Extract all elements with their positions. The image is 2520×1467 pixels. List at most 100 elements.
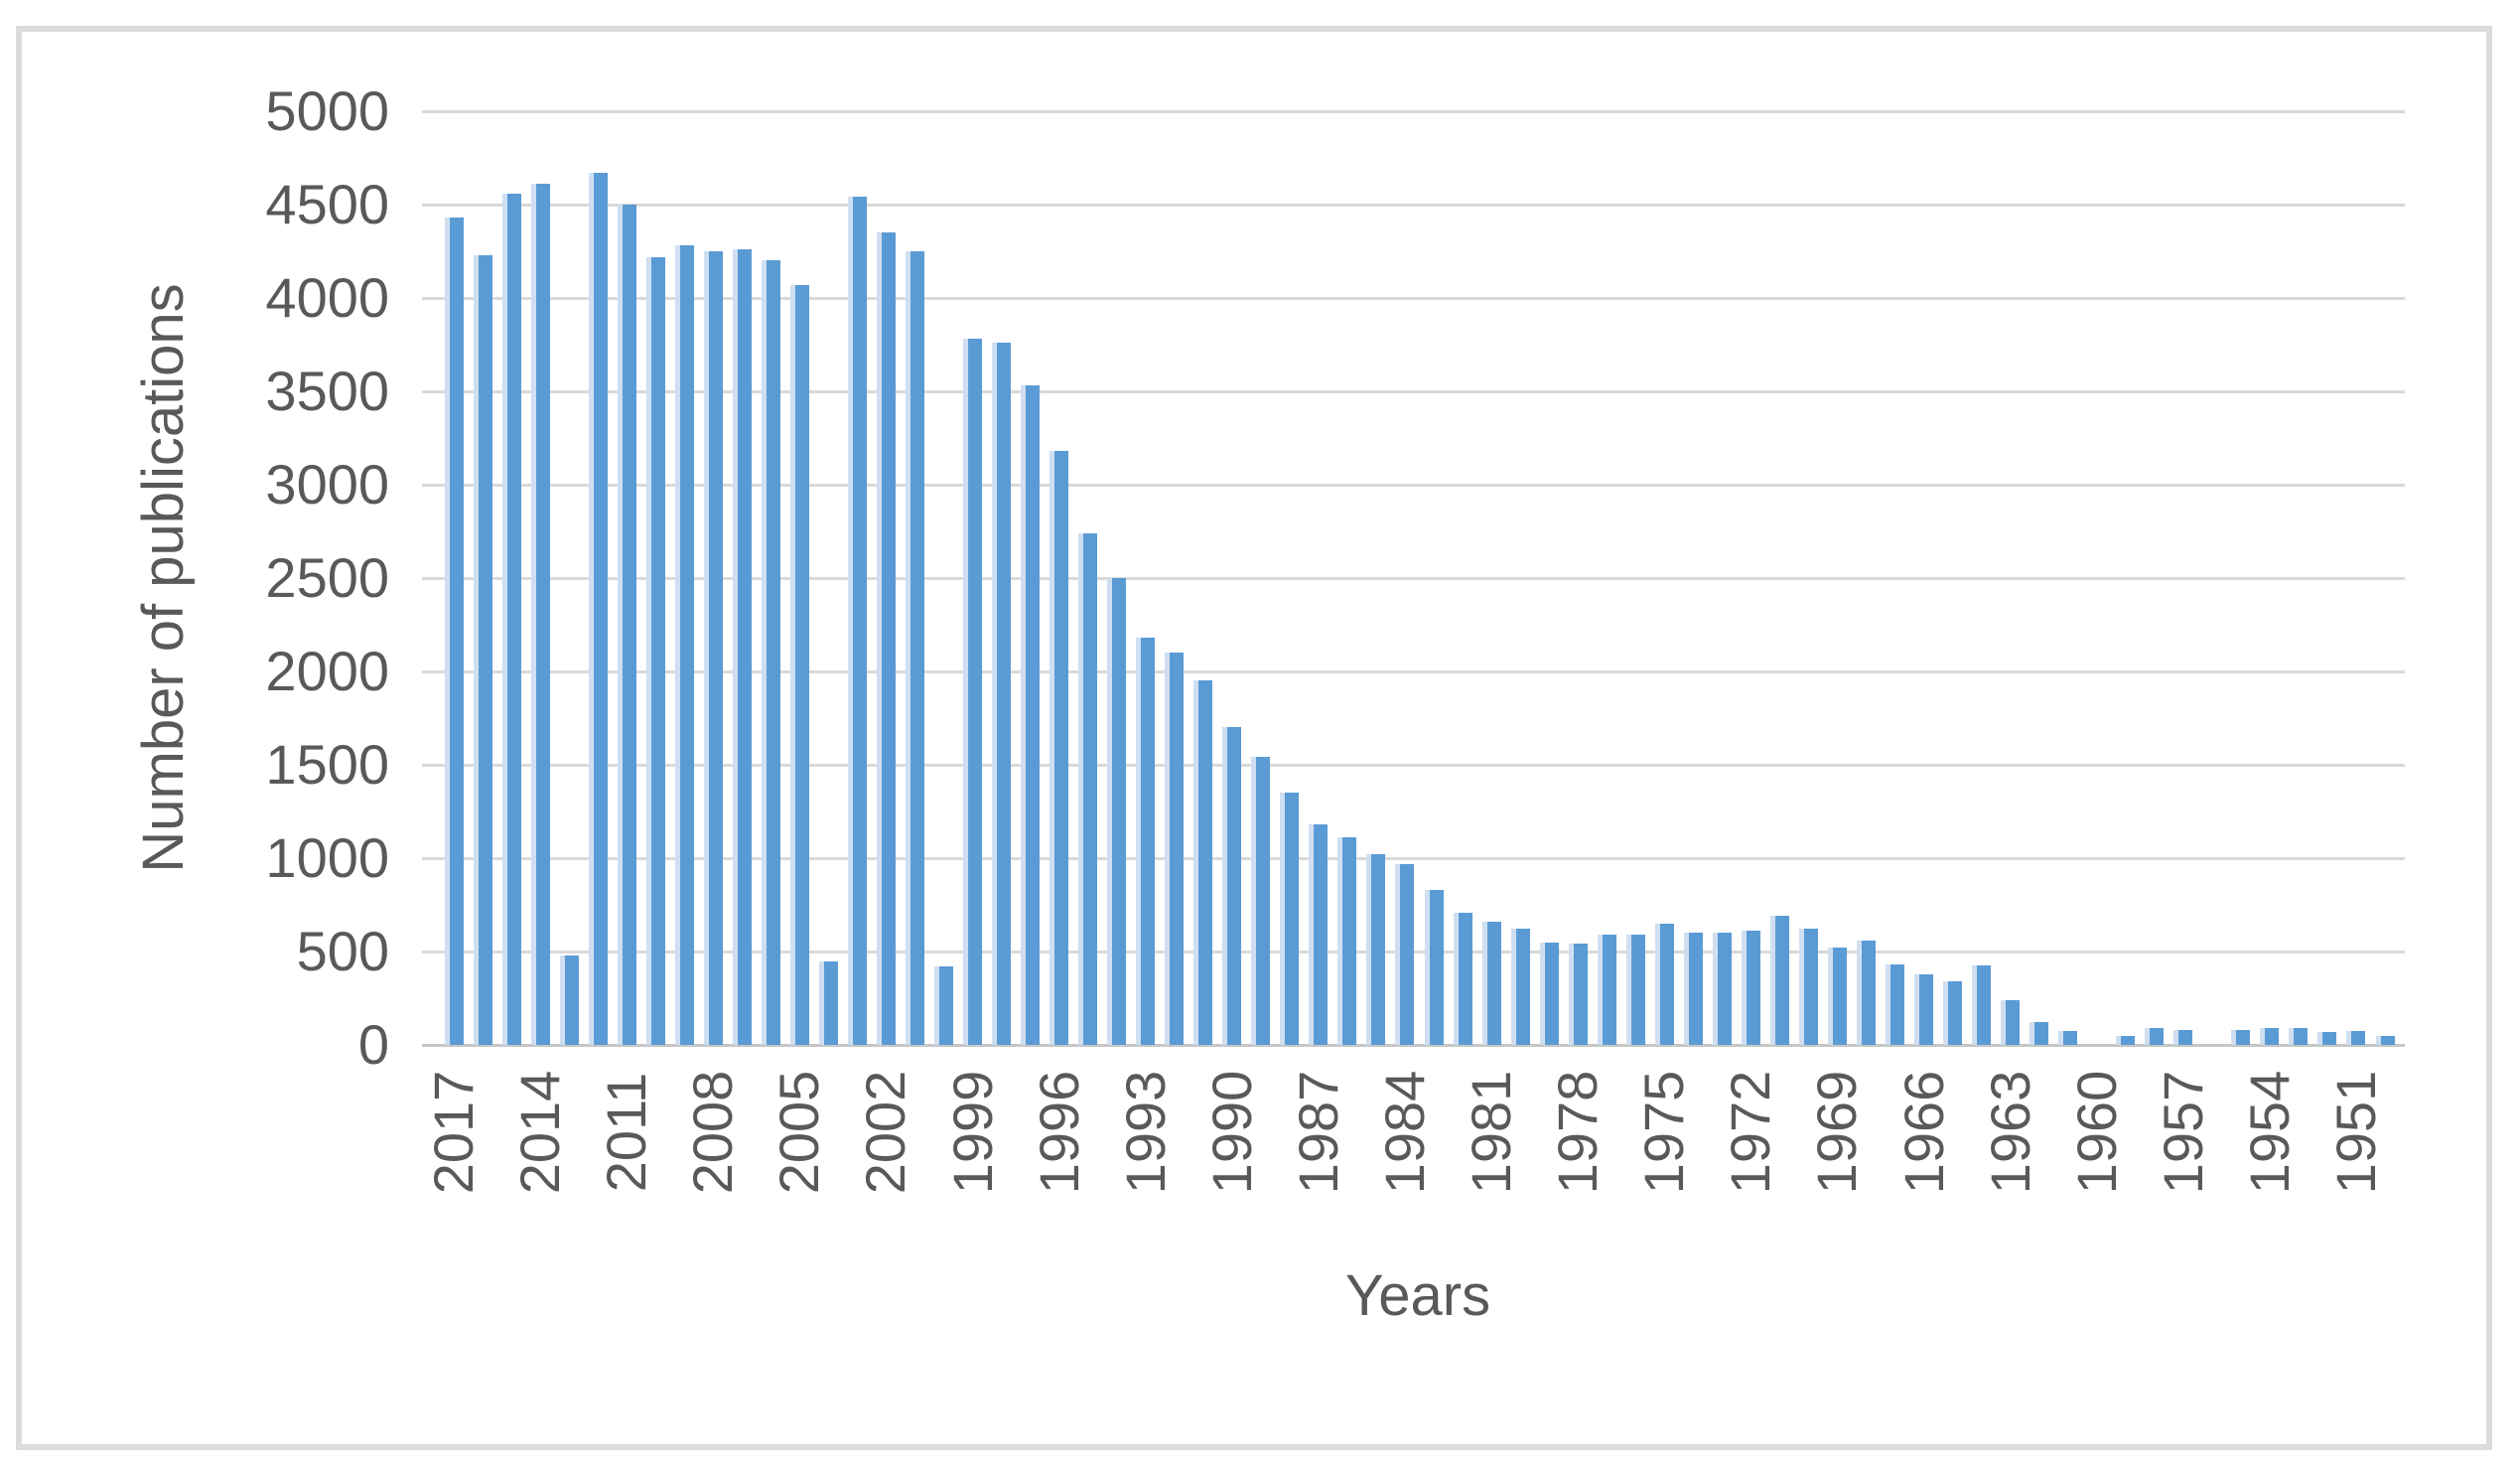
bar-2017 [445,218,464,1045]
bar-2008 [704,251,723,1045]
bar-1994 [1107,578,1126,1045]
bar-1995 [1078,533,1097,1045]
gridline-2000 [422,670,2405,673]
bar-1961 [2058,1031,2077,1045]
x-tick-label-1975: 1975 [1632,1070,1695,1195]
bar-1980 [1511,929,1530,1045]
bar-1951 [2346,1031,2365,1045]
x-tick-label-1972: 1972 [1719,1070,1781,1195]
bar-2011 [618,205,636,1045]
bar-1972 [1742,931,1760,1045]
x-axis-title: Years [1344,1263,1491,1328]
gridline-3500 [422,390,2405,393]
bar-1963 [2001,1000,2020,1045]
bar-1992 [1165,653,1184,1045]
x-tick-label-2002: 2002 [854,1070,916,1195]
bar-1965 [1943,981,1962,1045]
bar-1974 [1684,933,1703,1045]
bar-1981 [1482,922,1501,1045]
bar-1985 [1366,854,1385,1045]
x-tick-label-1999: 1999 [941,1070,1004,1195]
bar-2012 [589,173,608,1045]
x-tick-label-1963: 1963 [1979,1070,2041,1195]
x-tick-label-1990: 1990 [1200,1070,1263,1195]
y-tick-label-1500: 1500 [265,733,389,796]
bar-1991 [1193,680,1212,1045]
gridline-1000 [422,857,2405,860]
bar-1967 [1886,964,1904,1045]
figure-border [16,26,2492,1450]
y-tick-label-3500: 3500 [265,360,389,422]
bar-1977 [1598,935,1616,1045]
y-axis-title: Number of publications [131,283,196,873]
x-tick-label-1960: 1960 [2065,1070,2128,1195]
bar-1950 [2376,1036,2395,1045]
bar-1953 [2289,1028,2308,1045]
bar-1964 [1972,965,1991,1045]
y-tick-label-3000: 3000 [265,453,389,515]
x-tick-label-1969: 1969 [1805,1070,1868,1195]
bar-2004 [819,961,838,1045]
x-tick-label-1984: 1984 [1373,1070,1436,1195]
bar-2014 [531,184,550,1045]
x-tick-label-1993: 1993 [1114,1070,1177,1195]
y-tick-label-2000: 2000 [265,640,389,702]
bar-1988 [1280,793,1299,1045]
x-tick-label-2014: 2014 [508,1070,571,1195]
bar-2000 [934,966,953,1045]
bar-2003 [848,197,867,1045]
bar-1986 [1337,837,1356,1045]
bar-2013 [560,955,579,1045]
x-tick-label-1954: 1954 [2238,1070,2301,1195]
bar-1975 [1655,924,1674,1045]
bar-1998 [992,343,1011,1045]
bar-1973 [1713,933,1732,1045]
bar-2002 [877,232,896,1045]
x-tick-label-1966: 1966 [1892,1070,1955,1195]
bar-1969 [1828,948,1847,1045]
y-tick-label-0: 0 [357,1013,389,1076]
bar-1968 [1857,941,1876,1045]
bar-1978 [1569,944,1588,1045]
x-tick-label-1978: 1978 [1546,1070,1609,1195]
bar-1970 [1799,929,1818,1045]
x-tick-label-1951: 1951 [2324,1070,2387,1195]
bar-1976 [1626,935,1645,1045]
bar-1999 [963,339,982,1045]
bar-1958 [2145,1028,2164,1045]
gridline-4000 [422,297,2405,300]
bar-1955 [2231,1030,2250,1045]
bar-1989 [1251,757,1270,1045]
x-tick-label-1981: 1981 [1460,1070,1522,1195]
x-tick-label-2008: 2008 [681,1070,744,1195]
x-tick-label-2011: 2011 [595,1072,657,1193]
x-tick-label-2005: 2005 [768,1070,830,1195]
bar-1971 [1770,916,1789,1045]
bar-1982 [1454,913,1472,1045]
bar-1952 [2317,1032,2336,1045]
bar-2010 [646,257,665,1045]
bar-2006 [762,260,780,1045]
bar-1987 [1309,824,1328,1045]
bar-1954 [2260,1028,2279,1045]
bar-2009 [675,245,694,1045]
bar-1997 [1021,385,1040,1045]
bar-1959 [2116,1036,2135,1045]
bar-1962 [2030,1022,2048,1045]
y-tick-label-500: 500 [296,920,389,982]
bar-2016 [474,255,492,1045]
x-tick-label-1987: 1987 [1287,1070,1349,1195]
gridline-2500 [422,577,2405,580]
gridline-3000 [422,484,2405,487]
bar-1957 [2173,1030,2192,1045]
bar-1990 [1222,727,1241,1045]
x-tick-label-1996: 1996 [1028,1070,1090,1195]
bar-2005 [790,285,809,1045]
y-tick-label-5000: 5000 [265,79,389,142]
x-tick-label-1957: 1957 [2152,1070,2214,1195]
x-tick-label-2017: 2017 [422,1070,485,1195]
bar-2001 [906,251,924,1045]
y-tick-label-4500: 4500 [265,173,389,235]
y-tick-label-1000: 1000 [265,826,389,889]
